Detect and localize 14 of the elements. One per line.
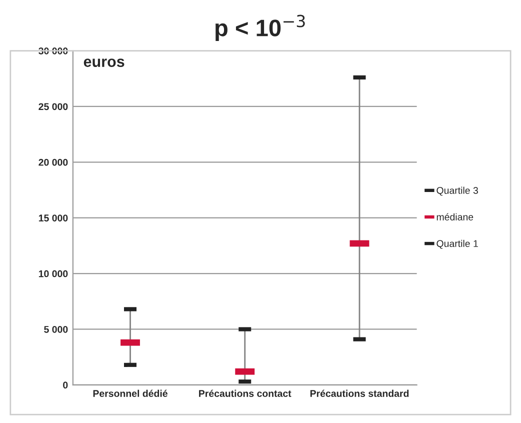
y-tick-label: 5 000: [44, 326, 68, 333]
y-tick-label: 15 000: [38, 214, 68, 222]
legend-label: médiane: [436, 213, 474, 220]
y-tick-label: 0: [63, 382, 68, 389]
chart-title: p < 10$^{−3}$: [216, 14, 305, 42]
legend-label: Quartile 3: [436, 186, 478, 196]
y-axis-title: euros: [84, 58, 124, 67]
x-tick-label: Précautions standard: [310, 390, 409, 397]
x-tick-label: Précautions contact: [199, 390, 292, 397]
y-tick-label: 10 000: [38, 270, 68, 278]
legend-label: Quartile 1: [436, 240, 478, 249]
x-tick-label: Personnel dédié: [93, 390, 168, 397]
y-tick-label: 25 000: [38, 103, 68, 110]
y-tick-label: 20 000: [38, 158, 68, 166]
